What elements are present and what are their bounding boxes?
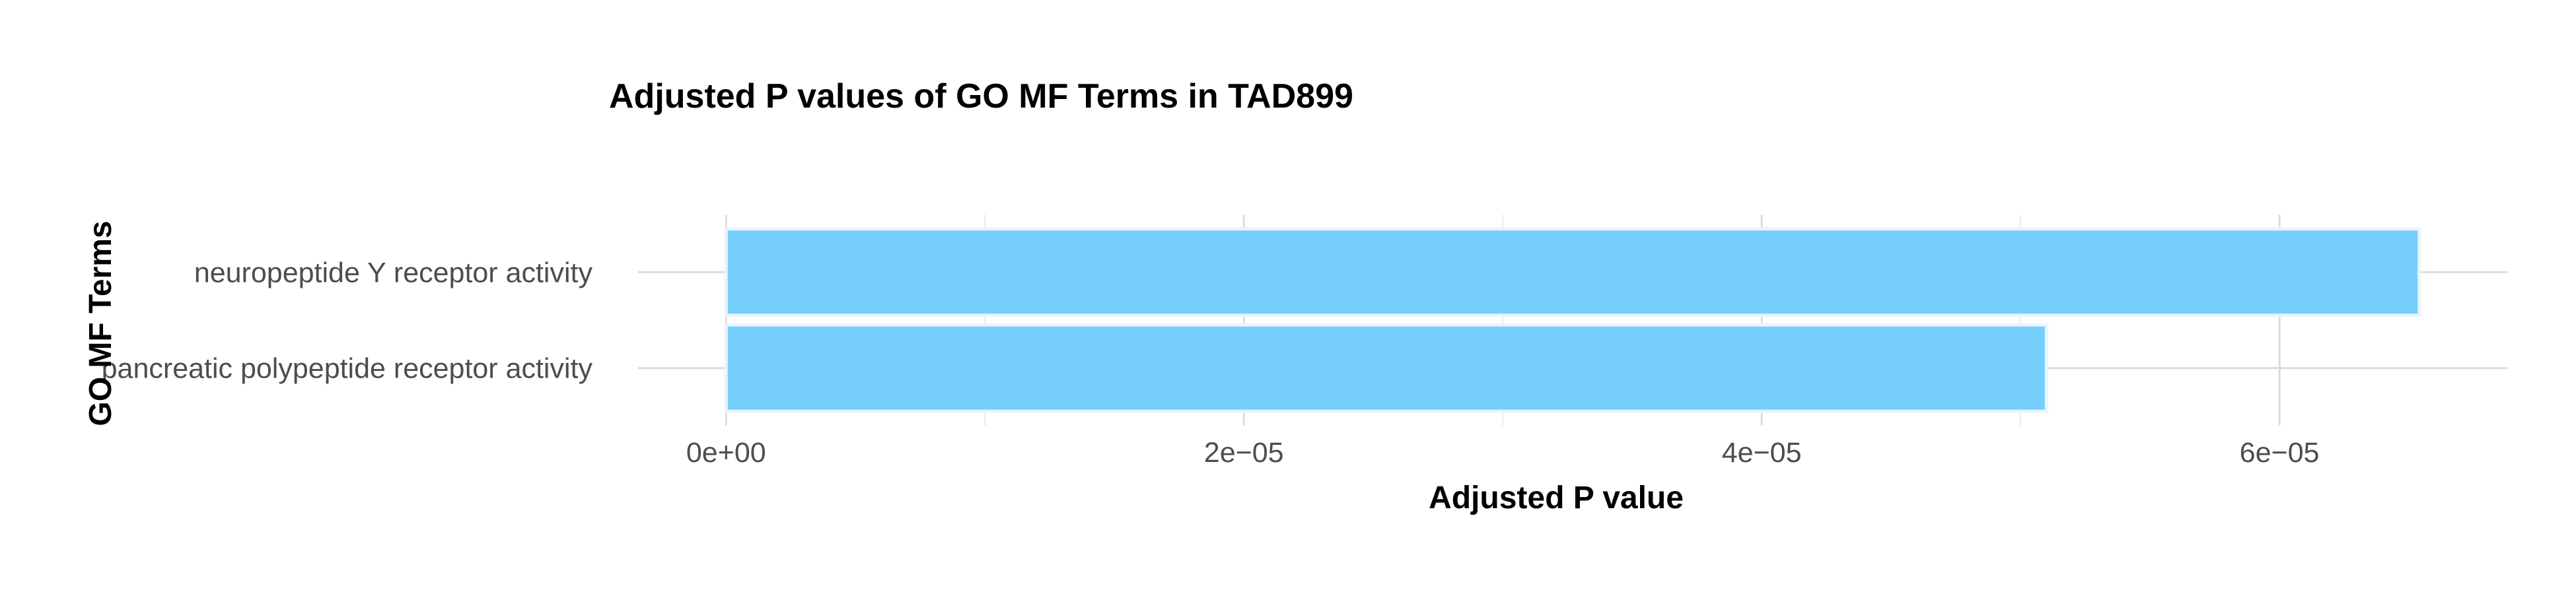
x-tick-label: 0e+00	[686, 437, 766, 469]
y-tick-label: pancreatic polypeptide receptor activity	[102, 353, 593, 385]
x-tick-labels: 0e+00 2e−05 4e−05 6e−05	[686, 437, 2320, 469]
x-tick-label: 4e−05	[1722, 437, 1802, 469]
y-tick-labels: neuropeptide Y receptor activity pancreat…	[102, 257, 593, 384]
x-tick-label: 2e−05	[1204, 437, 1284, 469]
bar	[724, 323, 2048, 413]
bar	[724, 227, 2421, 317]
y-axis-title: GO MF Terms	[83, 220, 118, 426]
bars	[724, 227, 2421, 413]
x-axis-title: Adjusted P value	[1429, 480, 1684, 515]
chart-title: Adjusted P values of GO MF Terms in TAD8…	[609, 77, 1353, 116]
x-tick-label: 6e−05	[2240, 437, 2320, 469]
y-tick-label: neuropeptide Y receptor activity	[194, 257, 593, 288]
